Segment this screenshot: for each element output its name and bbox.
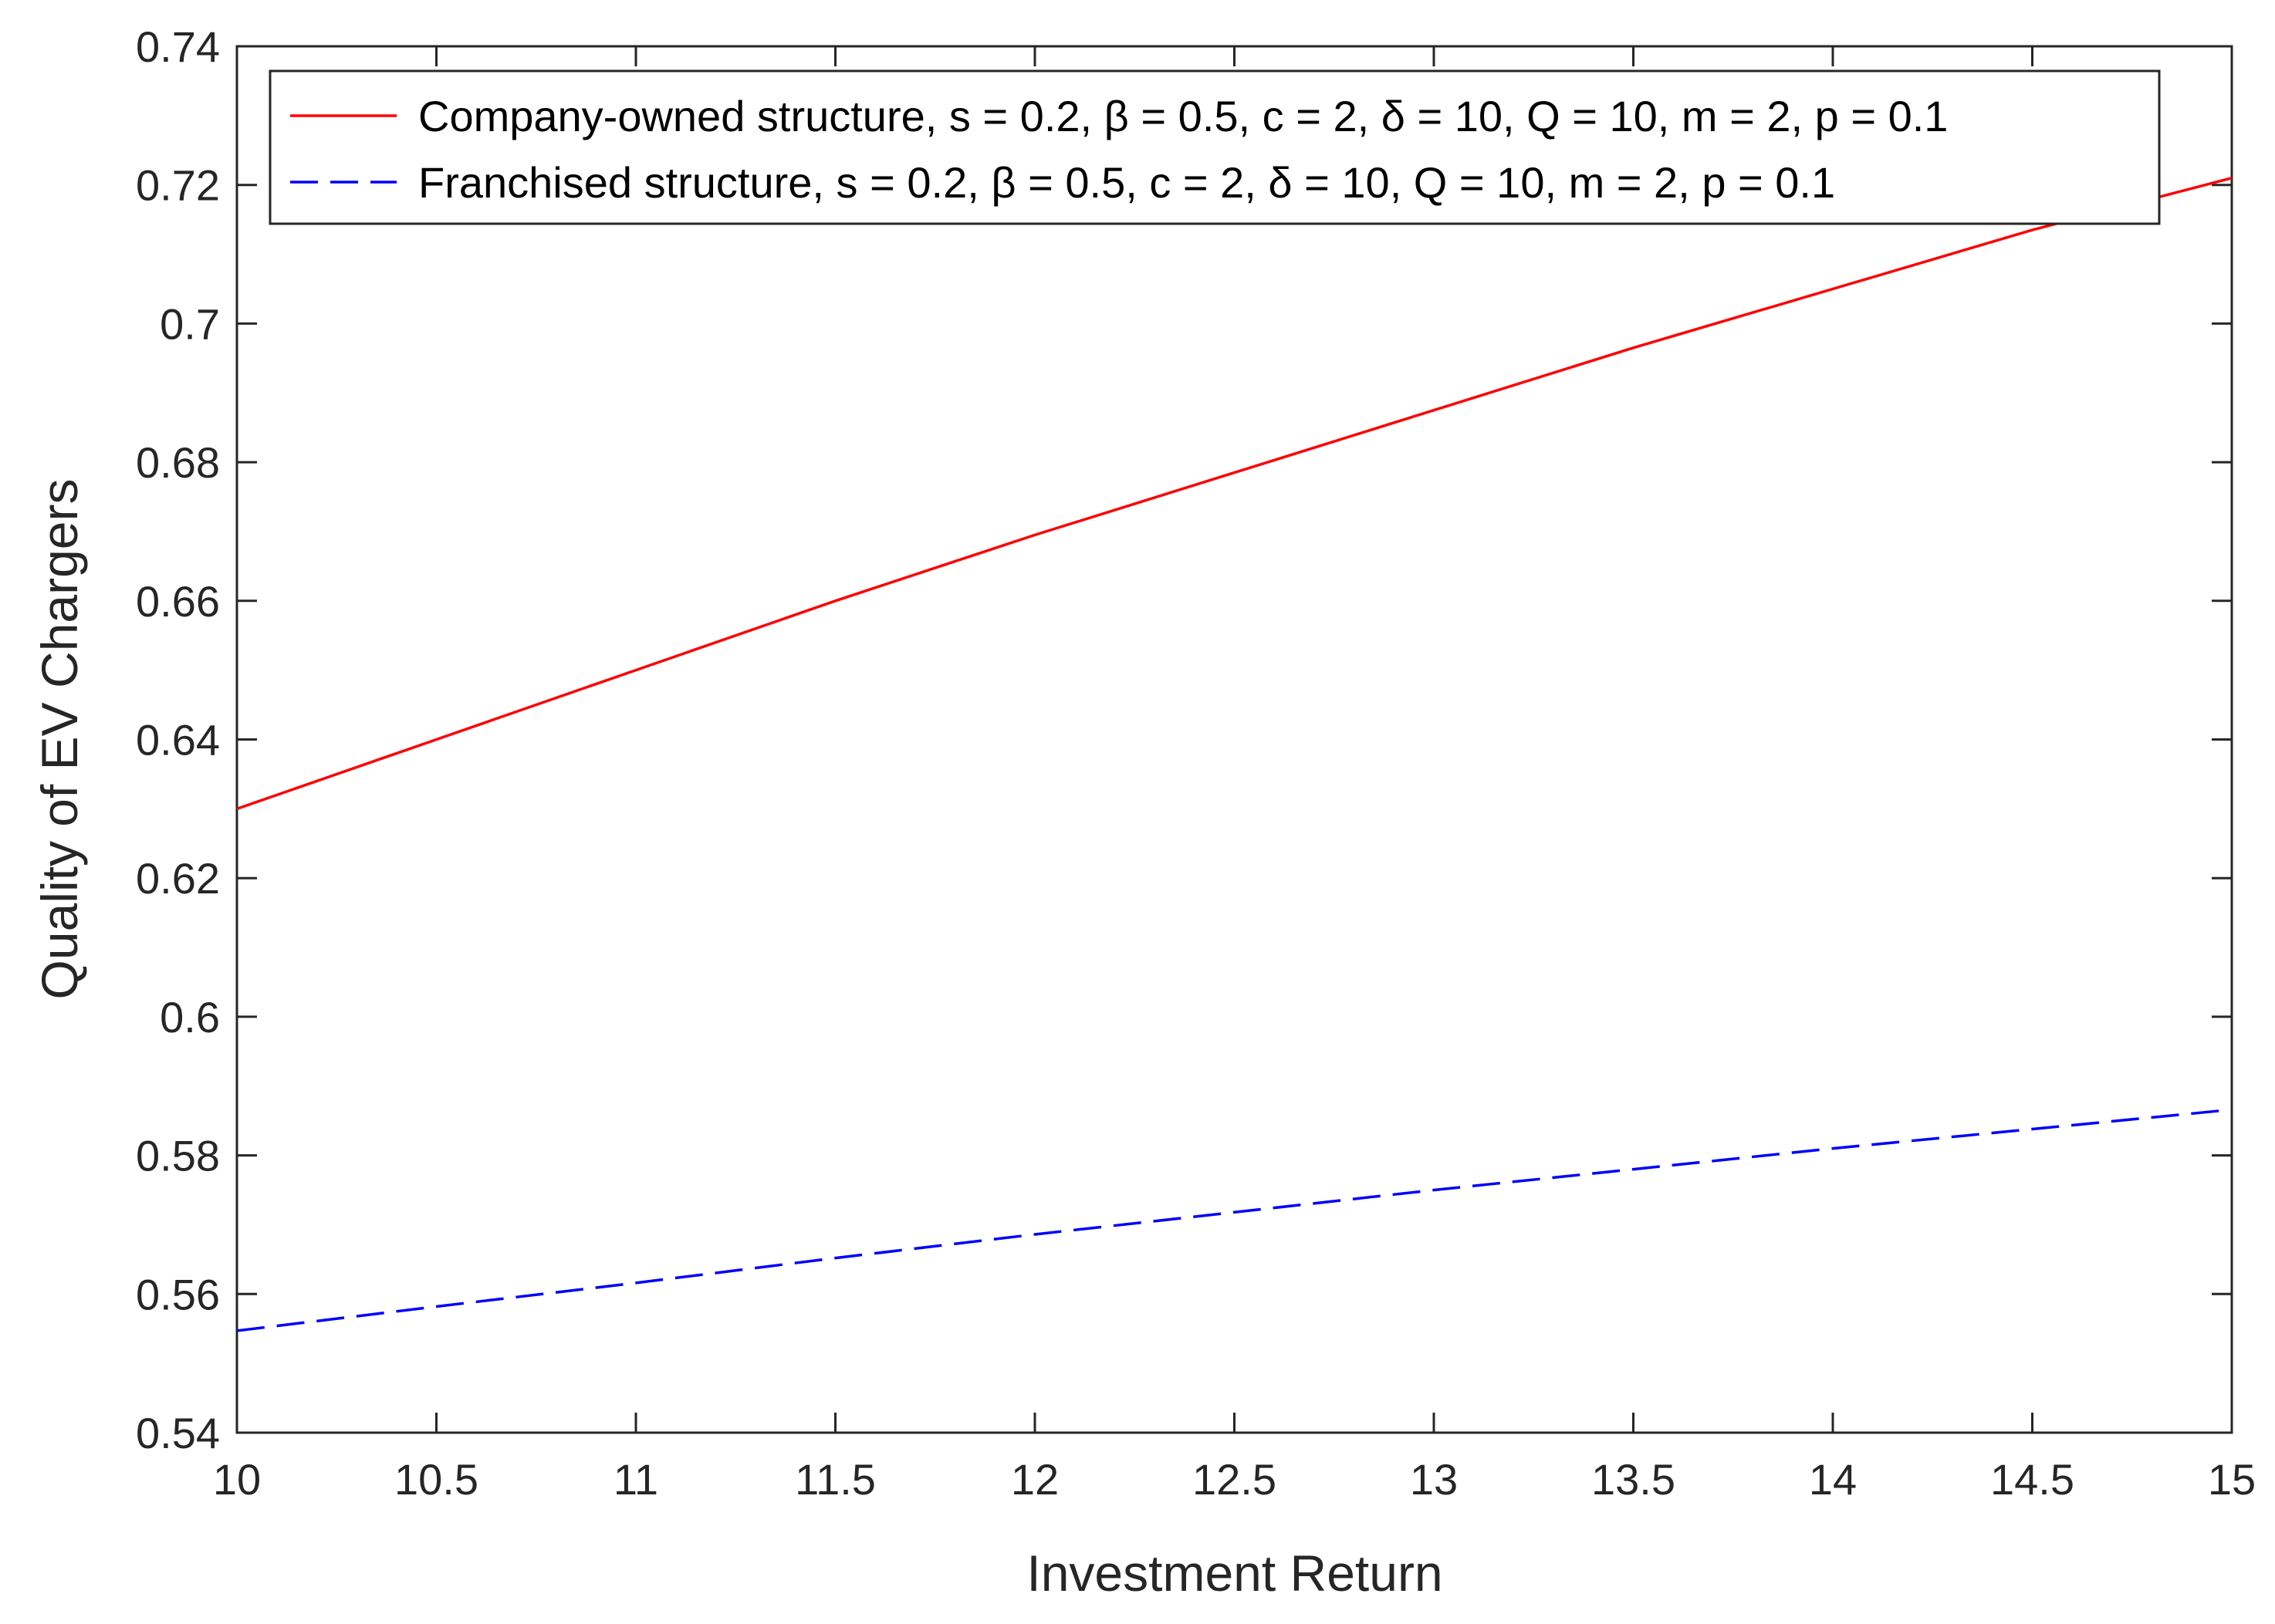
y-tick-label: 0.56	[136, 1270, 220, 1318]
ticks-layer: 10 10.5 11 11.5 12 12.5 13 13.5 14 14.5 15 0.54 0.56…	[136, 22, 2256, 1504]
x-tick-label: 14	[1809, 1455, 1857, 1504]
x-tick-label: 12.5	[1192, 1455, 1276, 1504]
y-axis-label: Quality of EV Chargers	[31, 479, 88, 1000]
x-tick-label: 11	[614, 1455, 658, 1504]
y-tick-label: 0.62	[136, 854, 220, 903]
legend: Company-owned structure, s = 0.2, β = 0.…	[269, 69, 2161, 225]
legend-label-0: Company-owned structure, s = 0.2, β = 0.…	[418, 92, 1948, 140]
x-tick-label: 10	[213, 1455, 261, 1504]
series-line-1	[237, 1108, 2232, 1332]
y-tick-label: 0.7	[160, 299, 220, 348]
x-tick-label: 13.5	[1591, 1455, 1675, 1504]
x-axis-label: Investment Return	[1026, 1545, 1442, 1602]
y-tick-label: 0.6	[160, 993, 220, 1042]
y-tick-label: 0.74	[136, 22, 220, 71]
legend-label-1: Franchised structure, s = 0.2, β = 0.5, …	[418, 158, 1835, 207]
y-tick-label: 0.54	[136, 1409, 220, 1457]
x-tick-label: 14.5	[1990, 1455, 2074, 1504]
series-line-0	[237, 177, 2232, 811]
x-tick-label: 12	[1011, 1455, 1059, 1504]
legend-box	[269, 69, 2161, 225]
axes-box	[235, 45, 2233, 1434]
series-layer	[237, 177, 2232, 1332]
y-tick-label: 0.64	[136, 716, 220, 765]
y-tick-label: 0.58	[136, 1132, 220, 1180]
x-tick-label: 11.5	[795, 1455, 876, 1504]
y-tick-label: 0.68	[136, 438, 220, 487]
plot-area	[235, 45, 2233, 1434]
y-tick-label: 0.66	[136, 577, 220, 626]
x-tick-label: 10.5	[394, 1455, 478, 1504]
x-tick-label: 15	[2208, 1455, 2256, 1504]
x-tick-label: 13	[1410, 1455, 1458, 1504]
y-tick-label: 0.72	[136, 161, 220, 210]
